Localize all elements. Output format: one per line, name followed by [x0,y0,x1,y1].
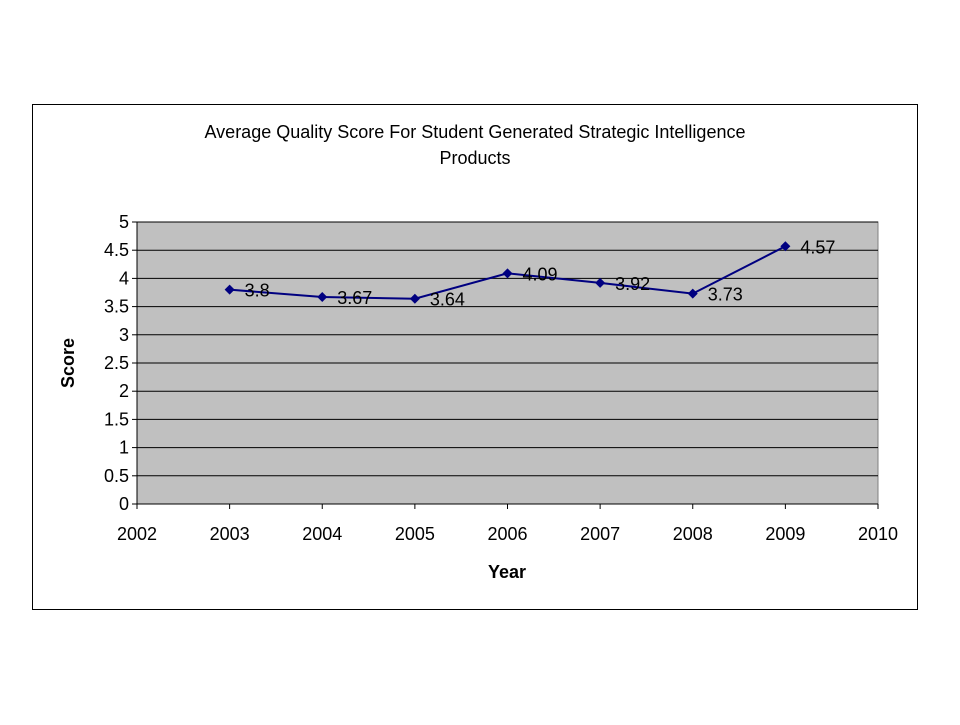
y-tick-label: 3.5 [104,297,129,317]
y-tick-label: 2.5 [104,353,129,373]
data-label: 4.57 [800,237,835,257]
data-point-marker [502,268,513,279]
y-tick-label: 4 [119,268,129,288]
y-tick-label: 2 [119,381,129,401]
y-tick-label: 1.5 [104,409,129,429]
y-axis-label: Score [58,338,78,388]
y-tick-label: 3 [119,325,129,345]
x-tick-label: 2004 [302,524,342,544]
x-tick-label: 2010 [858,524,898,544]
data-label: 4.09 [523,264,558,284]
x-tick-label: 2007 [580,524,620,544]
chart-title-line1: Average Quality Score For Student Genera… [205,122,746,142]
x-tick-label: 2005 [395,524,435,544]
series-score: 3.8 3.67 3.64 4.09 3.92 3.73 4.57 [224,237,835,310]
x-tick-label: 2002 [117,524,157,544]
y-tick-label: 1 [119,438,129,458]
data-point-marker [224,284,235,295]
y-tick-label: 5 [119,212,129,232]
data-point-marker [317,292,328,303]
x-axis-label: Year [488,562,526,582]
data-point-marker [780,241,791,252]
y-tick-label: 0 [119,494,129,514]
y-tick-label: 0.5 [104,466,129,486]
x-tick-label: 2003 [210,524,250,544]
x-tick-label: 2008 [673,524,713,544]
x-tick-label: 2009 [765,524,805,544]
gridlines [132,221,879,509]
data-label: 3.67 [337,288,372,308]
data-point-marker [595,277,606,288]
data-label: 3.92 [615,274,650,294]
y-tick-labels: 0 0.5 1 1.5 2 2.5 3 3.5 4 4.5 5 [104,212,129,514]
x-tick-label: 2006 [487,524,527,544]
x-tick-labels: 2002 2003 2004 2005 2006 2007 2008 2009 2010 [117,524,898,544]
data-point-marker [687,288,698,299]
data-label: 3.8 [245,281,270,301]
data-label: 3.73 [708,285,743,305]
data-point-marker [409,293,420,304]
data-label: 3.64 [430,290,465,310]
chart-title-line2: Products [439,148,510,168]
y-tick-label: 4.5 [104,240,129,260]
